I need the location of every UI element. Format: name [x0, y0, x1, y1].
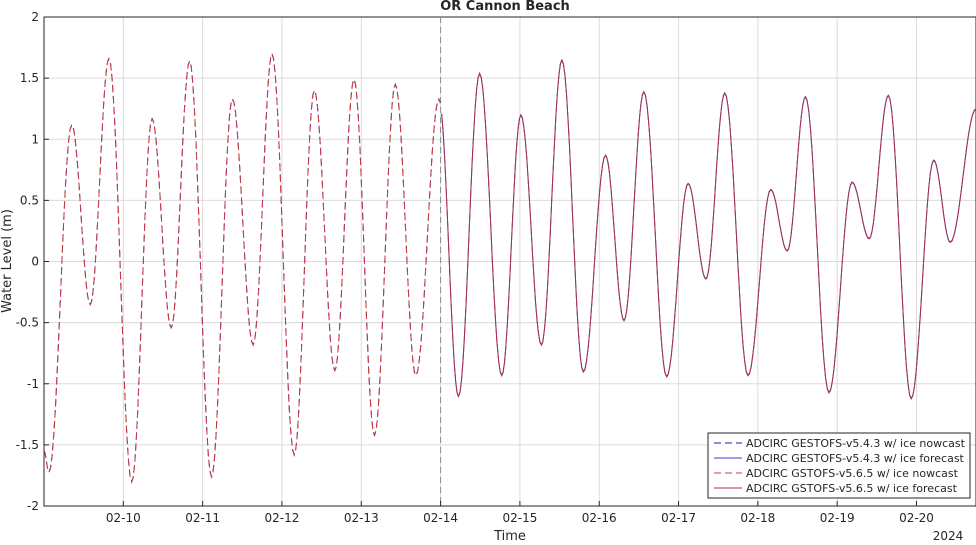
y-tick-label: -2	[27, 499, 39, 513]
x-tick-label: 02-17	[661, 511, 696, 525]
y-axis-label: Water Level (m)	[0, 209, 15, 313]
y-tick-label: 1	[31, 132, 39, 146]
x-axis-label: Time	[493, 529, 526, 541]
y-tick-label: -1.5	[16, 438, 39, 452]
year-label: 2024	[933, 529, 964, 541]
x-tick-label: 02-20	[899, 511, 934, 525]
legend-label-4: ADCIRC GSTOFS-v5.6.5 w/ ice forecast	[746, 482, 958, 495]
series-line-1	[43, 52, 441, 484]
x-tick-label: 02-18	[740, 511, 775, 525]
series-line-3	[43, 52, 441, 484]
x-axis: 02-10 02-11 02-12 02-13 02-14 02-15 02-16 02-17…	[106, 501, 934, 525]
x-tick-label: 02-15	[502, 511, 537, 525]
legend-label-2: ADCIRC GESTOFS-v5.4.3 w/ ice forecast	[746, 452, 965, 465]
y-tick-label: 2	[31, 10, 39, 24]
x-tick-label: 02-11	[185, 511, 220, 525]
y-axis: -2 -1.5 -1 -0.5 0 0.5 1 1.5 2	[16, 10, 49, 513]
x-tick-label: 02-12	[265, 511, 300, 525]
series-layer	[43, 52, 976, 484]
y-tick-label: -0.5	[16, 316, 39, 330]
y-tick-label: 1.5	[20, 71, 39, 85]
x-tick-label: 02-13	[344, 511, 379, 525]
legend-box	[707, 432, 971, 499]
x-tick-label: 02-10	[106, 511, 141, 525]
x-tick-label: 02-16	[582, 511, 617, 525]
x-tick-label: 02-14	[423, 511, 458, 525]
legend: ADCIRC GESTOFS-v5.4.3 w/ ice nowcast ADCI…	[707, 432, 971, 499]
y-tick-label: -1	[27, 377, 39, 391]
y-tick-label: 0	[31, 255, 39, 269]
x-tick-label: 02-19	[820, 511, 855, 525]
series-line-2	[441, 58, 976, 400]
chart-title: OR Cannon Beach	[440, 0, 570, 14]
y-tick-label: 0.5	[20, 193, 39, 207]
legend-label-3: ADCIRC GSTOFS-v5.6.5 w/ ice nowcast	[746, 467, 959, 480]
legend-label-1: ADCIRC GESTOFS-v5.4.3 w/ ice nowcast	[746, 437, 966, 450]
series-line-4	[441, 59, 976, 401]
